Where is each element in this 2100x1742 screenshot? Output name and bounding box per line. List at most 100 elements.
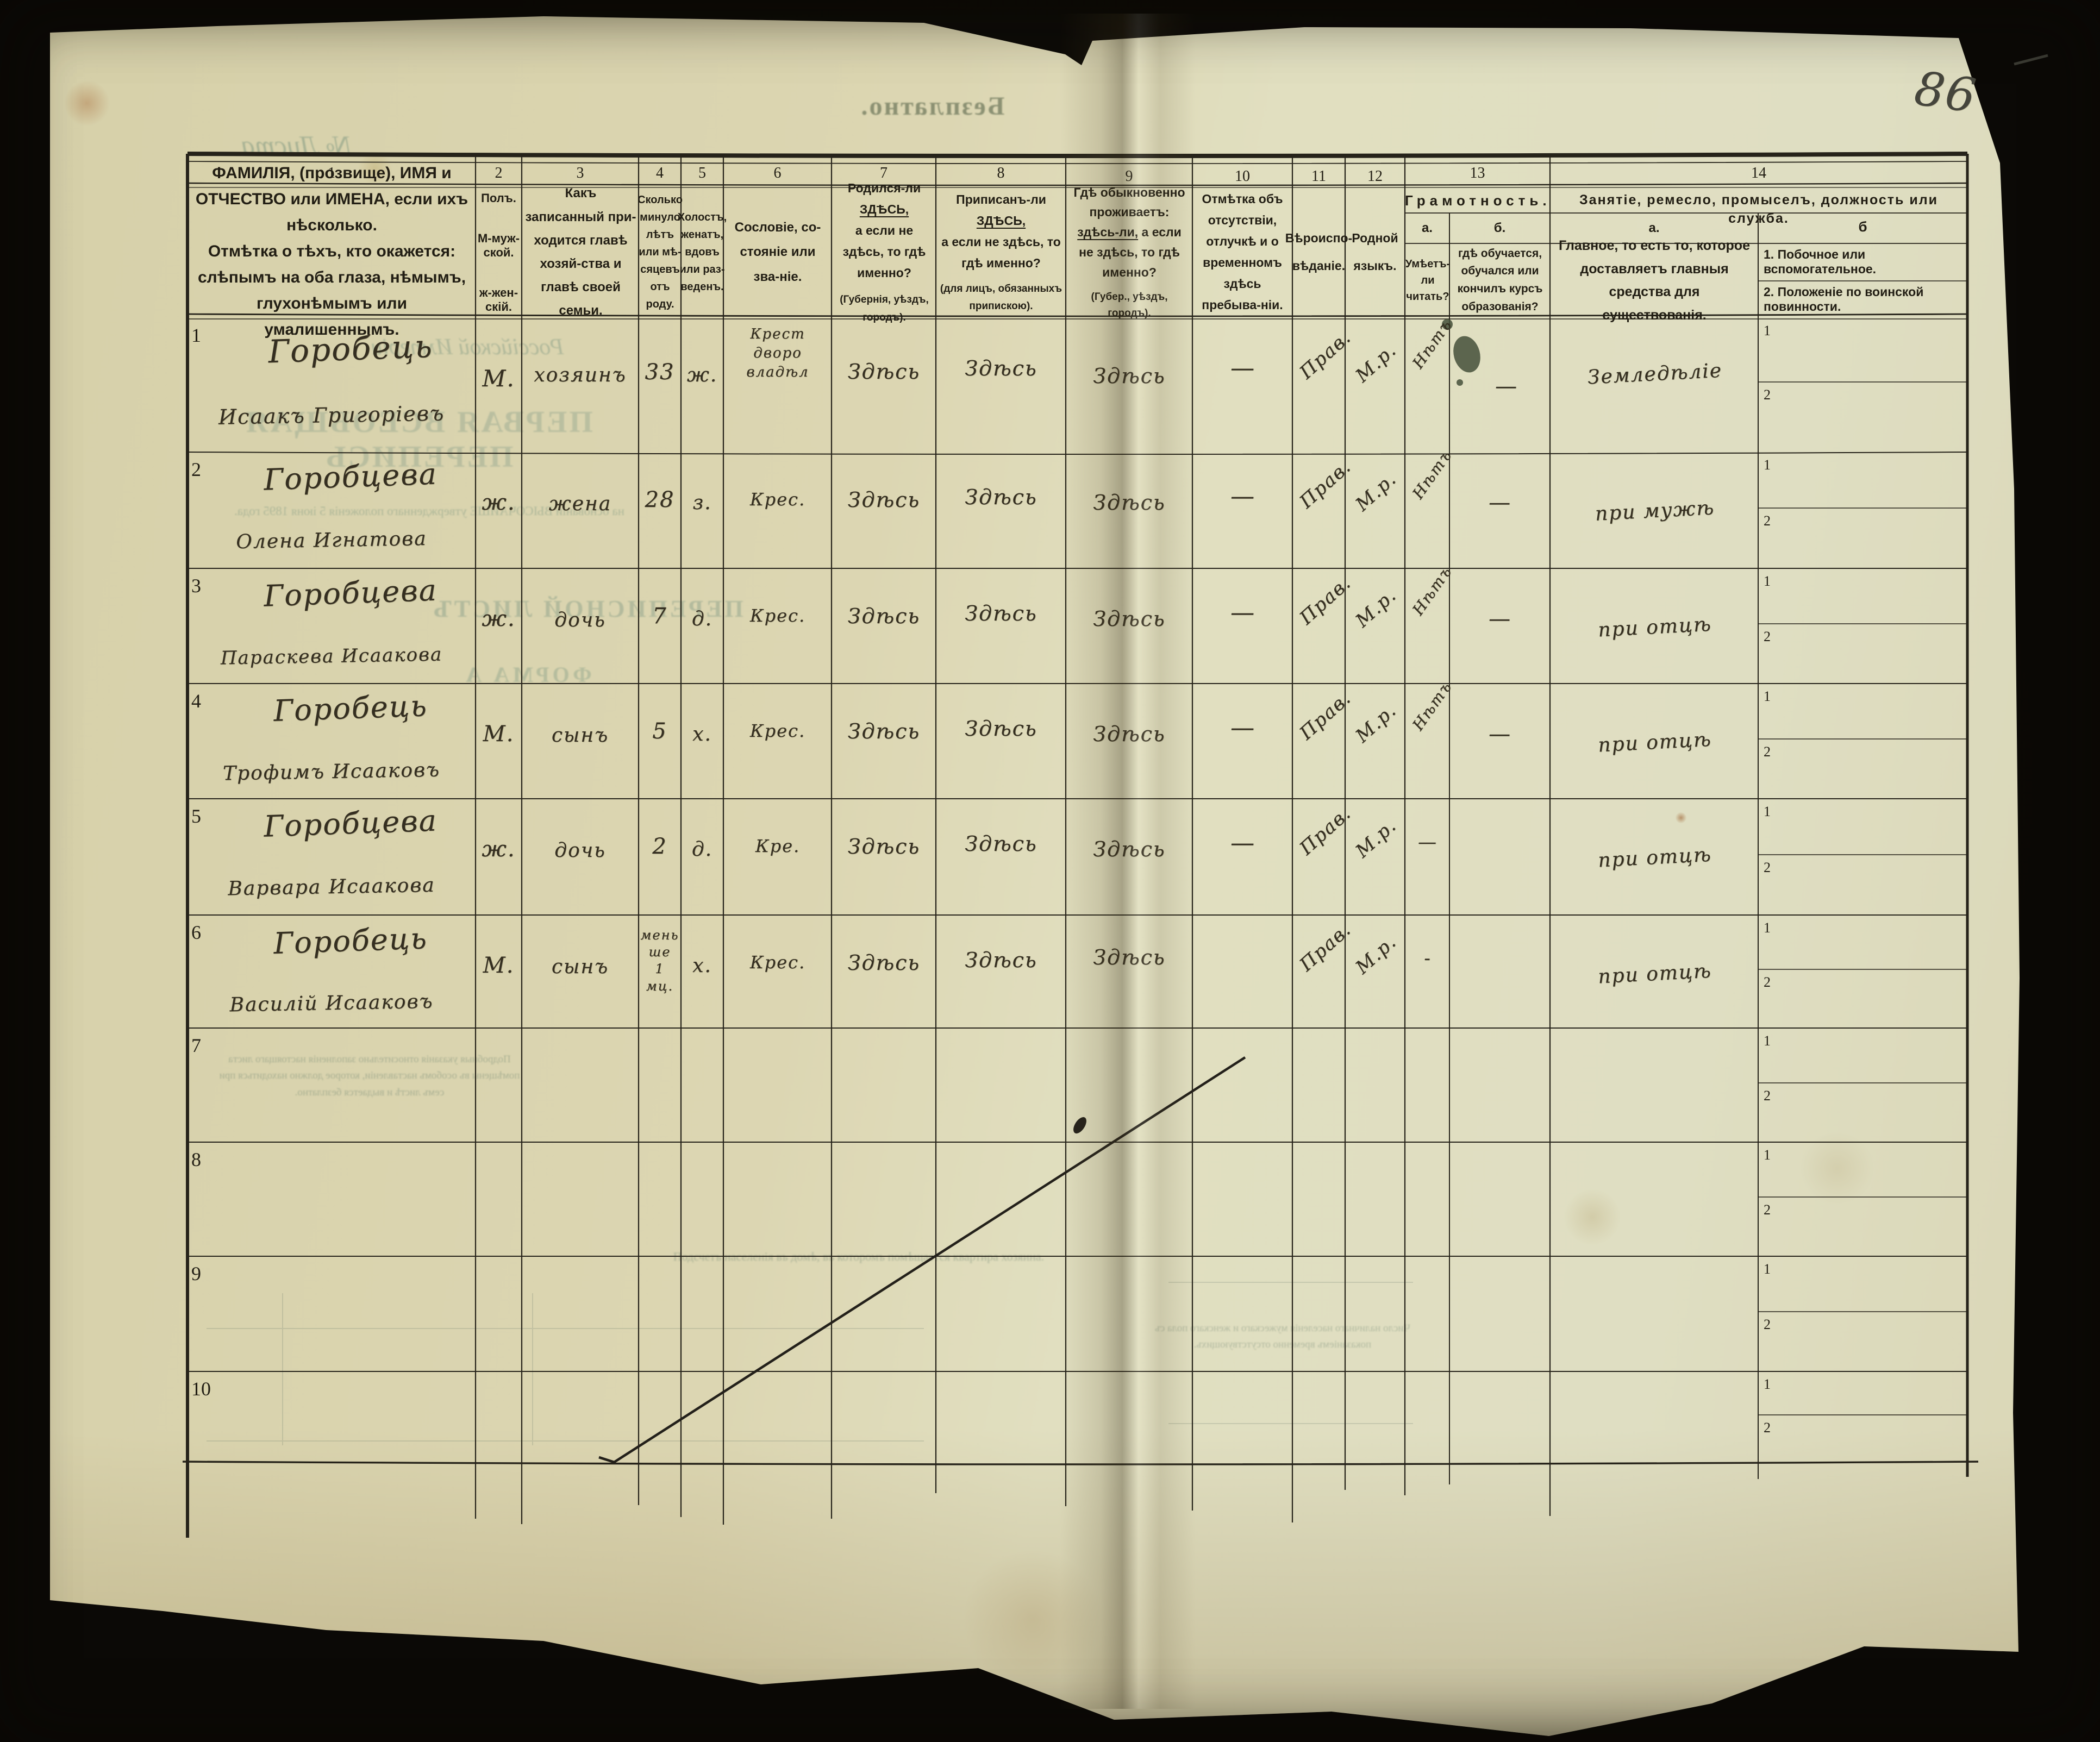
entry-literacy: — xyxy=(1418,831,1438,853)
entry-age: 33 xyxy=(645,360,675,385)
entry-born: Здѣсь xyxy=(847,951,921,975)
entry-marital: д. xyxy=(691,608,713,630)
entry-sex: ж. xyxy=(482,837,516,862)
row-number: 1 xyxy=(191,324,201,346)
entry-marital: д. xyxy=(691,838,713,861)
subcell-side-label: 1 xyxy=(1764,1147,1771,1163)
entry-born: Здѣсь xyxy=(847,604,921,628)
header-reg-note: (для лицъ, обязанныхъ припискою). xyxy=(940,283,1062,312)
header-sex-female: ж-жен-скій. xyxy=(479,286,518,314)
subcell-side-label: 1 xyxy=(1764,688,1771,704)
subcell-side-label: 1 xyxy=(1764,573,1771,589)
entry-education: — xyxy=(1489,722,1511,747)
header-occupation-main: Главное, то есть то, которое доставляетъ… xyxy=(1559,238,1750,323)
entry-relation: хозяинъ xyxy=(534,364,627,386)
entry-education: — xyxy=(1489,490,1511,515)
row-number: 5 xyxy=(191,805,201,827)
col-number-13: 13 xyxy=(1470,165,1485,181)
entry-resides: Здѣсь xyxy=(1093,837,1166,861)
entry-age: 5 xyxy=(652,719,667,744)
col-number-8: 8 xyxy=(997,165,1005,181)
subcell-side-label: 1 xyxy=(1764,323,1771,339)
header-sex: Полъ. М-муж-ской. ж-жен-скій. xyxy=(477,191,521,314)
header-sex-title: Полъ. xyxy=(481,191,516,205)
entry-sex: ж. xyxy=(482,606,516,631)
header-reg-post: а если не здѣсь, то гдѣ именно? xyxy=(941,234,1061,270)
subcell-military-label: 2 xyxy=(1764,629,1771,644)
entry-age: мень ше 1 мц. xyxy=(640,928,679,994)
entry-resides: Здѣсь xyxy=(1093,607,1166,631)
header-name-line2: Отмѣтка о тѣхъ, кто окажется: слѣпымъ на… xyxy=(197,242,466,339)
header-resides: Гдѣ обыкновенно проживаетъ: здѣсь-ли, а … xyxy=(1069,185,1190,319)
row-number: 4 xyxy=(191,690,201,712)
entry-registered: Здѣсь xyxy=(965,948,1038,972)
header-14a-label: а. xyxy=(1648,221,1660,235)
header-military-status: 2. Положеніе по воинской повинности. xyxy=(1764,285,1924,314)
header-estate: Сословіе, со-стояніе или зва-ніе. xyxy=(734,220,821,284)
header-13b-label: б. xyxy=(1493,221,1506,235)
entry-sex: ж. xyxy=(482,490,516,515)
subcell-military-label: 2 xyxy=(1764,860,1771,875)
header-res-em: здѣсь-ли, xyxy=(1077,225,1139,240)
entry-given-name: Исаакъ Григоріевъ xyxy=(218,401,445,429)
entry-estate: Крест дворо владѣл xyxy=(746,326,809,381)
header-marital: Холостъ, женатъ, вдовъ или раз-веденъ. xyxy=(677,211,727,293)
header-born-pre: Родился-ли xyxy=(847,180,921,195)
pen-tick xyxy=(2014,54,2048,66)
col-number-5: 5 xyxy=(698,165,706,181)
header-absence: Отмѣтка объ отсутствіи, отлучкѣ и о врем… xyxy=(1202,191,1283,312)
entry-estate: Крес. xyxy=(749,952,806,973)
header-literacy-b: гдѣ обучается, обучался или кончилъ курс… xyxy=(1457,247,1543,313)
entry-registered: Здѣсь xyxy=(965,601,1038,625)
subcell-side-label: 1 xyxy=(1764,804,1771,819)
col-number-11: 11 xyxy=(1311,168,1326,185)
entry-relation: дочь xyxy=(554,839,606,862)
header-literacy-a: Умѣетъ-ли читать? xyxy=(1405,258,1451,303)
ink-blot xyxy=(1442,319,1480,386)
header-religion: Вѣроиспо-вѣданіе. xyxy=(1285,231,1353,273)
row-number: 3 xyxy=(191,575,201,597)
entry-literacy: - xyxy=(1424,948,1432,969)
subcell-military-label: 2 xyxy=(1764,1088,1771,1104)
cancel-line xyxy=(598,1056,1246,1464)
header-born-here: Родился-ли ЗДѢСЬ, а если не здѣсь, то гд… xyxy=(835,181,934,323)
entry-born: Здѣсь xyxy=(847,719,921,743)
header-name-column: ФАМИЛІЯ, (прозвище), ИМЯ и ОТЧЕСТВО или … xyxy=(195,164,469,339)
entry-relation: жена xyxy=(548,493,612,515)
row-number: 8 xyxy=(191,1149,201,1170)
entry-estate: Крес. xyxy=(749,605,806,626)
header-res-note: (Губер., уѣздъ, городъ). xyxy=(1091,291,1168,319)
row-number: 10 xyxy=(191,1378,211,1400)
col-number-14: 14 xyxy=(1751,165,1766,181)
header-born-post: а если не здѣсь, то гдѣ именно? xyxy=(842,223,926,280)
subcell-side-label: 1 xyxy=(1764,1033,1771,1049)
entry-education: — xyxy=(1489,606,1511,631)
entry-relation: сынъ xyxy=(551,956,609,978)
entry-resides: Здѣсь xyxy=(1093,945,1166,969)
header-res-pre: Гдѣ обыкновенно проживаетъ: xyxy=(1073,185,1185,220)
header-born-note: (Губернія, уѣздъ, городъ). xyxy=(840,294,929,323)
row-number: 6 xyxy=(191,922,201,943)
entry-age: 7 xyxy=(652,604,667,629)
col-number-7: 7 xyxy=(880,165,888,181)
subcell-military-label: 2 xyxy=(1764,387,1771,403)
header-sex-male: М-муж-ской. xyxy=(477,231,520,259)
entry-sex: М. xyxy=(483,722,515,747)
entry-relation: сынъ xyxy=(551,724,609,747)
subcell-military-label: 2 xyxy=(1764,513,1771,529)
row-number: 2 xyxy=(191,459,201,480)
header-born-em: ЗДѢСЬ, xyxy=(859,202,909,217)
header-14b-label: б xyxy=(1858,218,1867,235)
entry-age: 28 xyxy=(645,487,675,512)
col-number-6: 6 xyxy=(773,165,782,181)
entry-marital: з. xyxy=(692,492,712,514)
subcell-side-label: 1 xyxy=(1764,1376,1771,1392)
col-number-3: 3 xyxy=(576,165,584,181)
entry-marital: х. xyxy=(692,723,712,745)
row-number: 7 xyxy=(191,1035,201,1056)
entry-education: — xyxy=(1495,374,1518,399)
subcell-military-label: 2 xyxy=(1764,1202,1771,1218)
entry-resides: Здѣсь xyxy=(1093,722,1166,746)
